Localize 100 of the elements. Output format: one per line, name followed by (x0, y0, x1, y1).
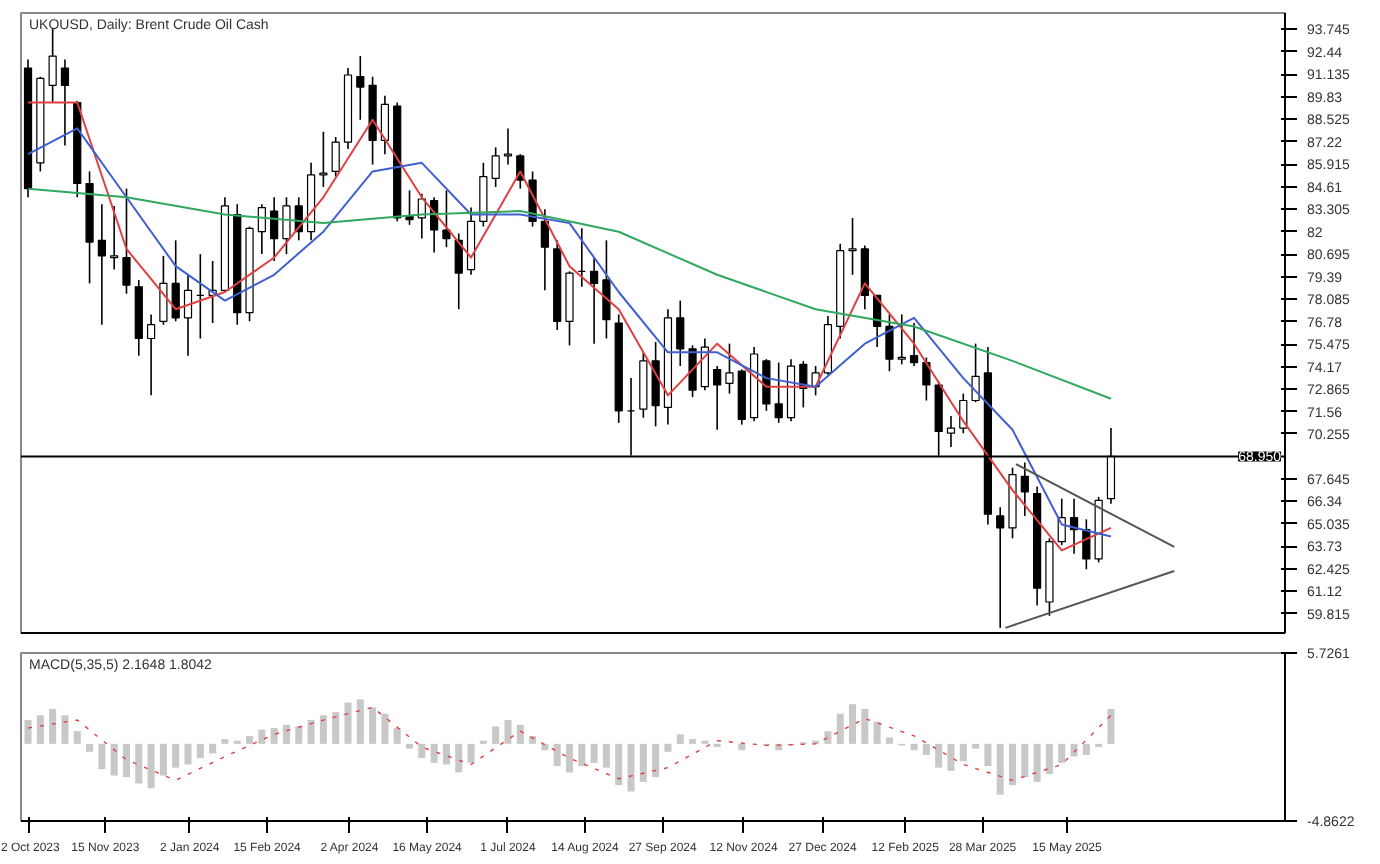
bar (676, 734, 684, 744)
candlestick (909, 322, 919, 367)
bar (270, 727, 278, 744)
bar (664, 743, 672, 752)
bar (504, 720, 512, 744)
line-series (27, 187, 1112, 400)
candlestick (897, 313, 906, 366)
bar (36, 715, 44, 744)
candlestick (602, 239, 611, 340)
bar (196, 743, 204, 759)
candlestick (848, 217, 857, 276)
bar (209, 743, 217, 754)
bar (602, 743, 610, 768)
bar (455, 743, 463, 773)
candlestick (589, 256, 599, 345)
bar (319, 715, 327, 744)
bar (1070, 743, 1078, 757)
bar (98, 743, 106, 770)
bar (1021, 743, 1029, 778)
bar (565, 743, 574, 773)
bar (578, 743, 586, 767)
bar (885, 737, 893, 744)
candlestick (540, 208, 549, 292)
bar (467, 743, 475, 763)
bar (406, 743, 414, 749)
bar (159, 743, 167, 776)
bar (873, 721, 881, 744)
bar (295, 726, 303, 744)
candlestick (319, 131, 328, 188)
bar (984, 743, 992, 767)
bar (418, 743, 426, 759)
candlestick (442, 189, 451, 249)
candlestick (922, 356, 931, 402)
bar (307, 720, 315, 744)
candlestick (270, 196, 279, 262)
candlestick (454, 232, 463, 311)
bar (910, 743, 918, 751)
bar (1082, 743, 1090, 755)
bar (553, 743, 561, 767)
candlestick (110, 205, 119, 271)
bar (1008, 743, 1017, 786)
bar (836, 713, 844, 744)
bar (972, 743, 980, 749)
bar (590, 743, 598, 763)
bar (369, 707, 377, 744)
bar (356, 699, 364, 744)
candlestick (651, 341, 660, 428)
candlestick (380, 94, 390, 156)
line-series (27, 706, 1112, 782)
bar (282, 724, 290, 744)
candlestick (676, 299, 685, 367)
bar (935, 743, 943, 768)
bar (430, 743, 438, 763)
candlestick (860, 244, 869, 311)
bar (959, 743, 967, 762)
bar (332, 712, 340, 744)
bar (849, 704, 857, 744)
bar (1107, 708, 1115, 744)
bar (442, 743, 450, 765)
bar (652, 743, 660, 778)
candlestick (159, 255, 168, 326)
bar (947, 743, 955, 771)
bar (996, 743, 1004, 795)
bar (861, 708, 869, 744)
bar (110, 743, 118, 776)
bar (258, 729, 266, 744)
candlestick (946, 415, 956, 448)
candlestick (97, 203, 106, 326)
bar (738, 743, 746, 751)
bar (393, 727, 401, 744)
bar (639, 743, 647, 782)
candlestick (331, 136, 340, 178)
candlestick (146, 313, 156, 397)
candlestick (60, 58, 70, 147)
bar (122, 743, 130, 778)
candlestick (996, 506, 1005, 629)
bar (24, 720, 32, 744)
bar (516, 724, 524, 744)
bar (922, 743, 930, 755)
candlestick (282, 196, 291, 255)
bar (627, 743, 635, 792)
bar (184, 743, 192, 765)
bar (49, 708, 57, 744)
bar (73, 731, 81, 744)
bar (824, 731, 832, 744)
bar (529, 735, 537, 744)
candlestick (713, 365, 722, 431)
candlestick (725, 342, 734, 395)
bar (86, 743, 94, 752)
bar (381, 713, 389, 744)
bar (615, 743, 623, 786)
candlestick (774, 361, 783, 424)
bar (135, 743, 143, 784)
bar (492, 726, 500, 744)
bar (1058, 743, 1066, 763)
bar (246, 735, 254, 744)
bar (1033, 743, 1041, 782)
candlestick (1020, 461, 1029, 517)
bar (172, 743, 180, 768)
bar (1045, 743, 1053, 774)
